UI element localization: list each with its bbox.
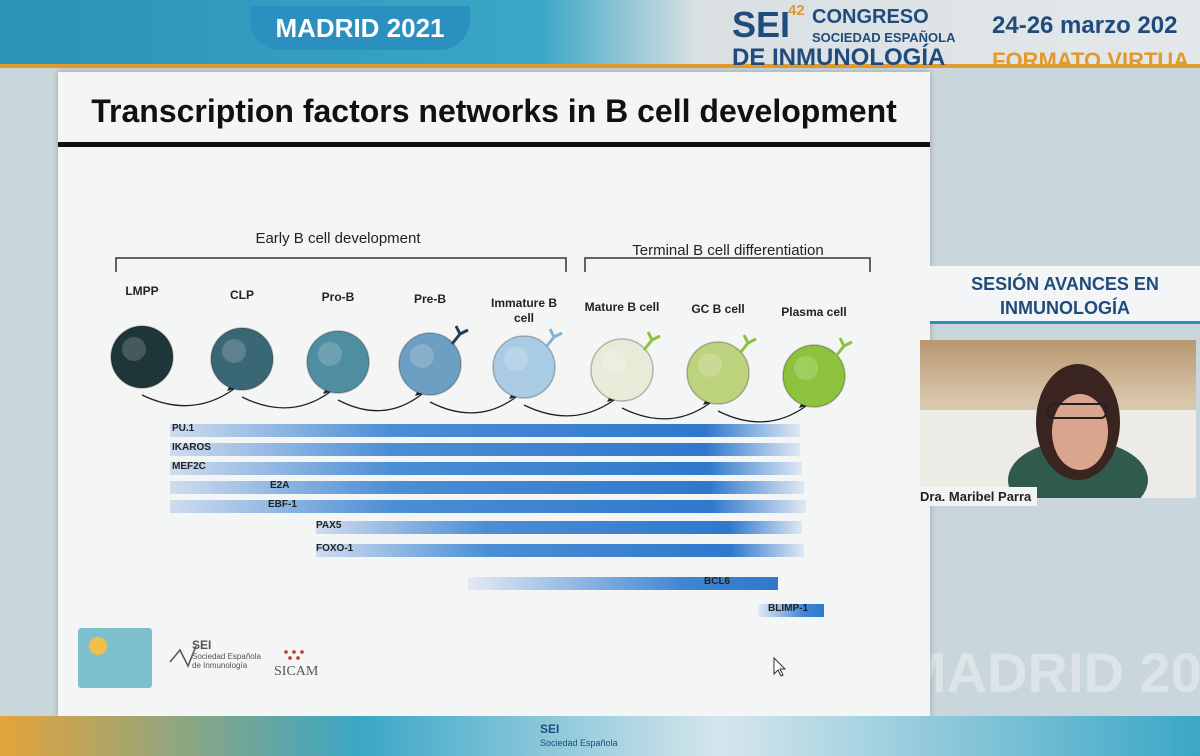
cell <box>492 335 556 399</box>
cell <box>590 338 654 402</box>
format: FORMATO VIRTUA <box>992 48 1190 73</box>
cursor <box>773 656 787 677</box>
cell <box>210 327 274 391</box>
logo-sicam: SICAM <box>274 664 319 679</box>
logo-sei: SEI <box>192 638 212 652</box>
logo-mark <box>169 645 197 668</box>
logo-badge <box>78 628 152 688</box>
cell-highlight <box>504 347 528 371</box>
cell <box>782 344 846 408</box>
society-line: DE INMUNOLOGÍA <box>732 44 946 71</box>
arrow-head <box>799 402 806 408</box>
factor-label: BCL6 <box>704 576 731 587</box>
arrow-head <box>607 396 614 402</box>
stage-label: Pro-B <box>321 290 355 304</box>
dates: 24-26 marzo 202 <box>992 12 1178 39</box>
receptor <box>544 328 563 348</box>
factor-bar <box>316 521 802 534</box>
footer-sei: SEI <box>540 722 560 736</box>
arrow-head <box>703 399 710 405</box>
slide: Transcription factors networks in B cell… <box>58 72 930 716</box>
stage-label: CLP <box>230 288 254 302</box>
transition-arrow <box>337 393 423 412</box>
event-badge: MADRID 2021 <box>250 6 470 50</box>
factor-bar <box>170 424 800 437</box>
diagram <box>78 257 871 688</box>
factor-bar <box>170 500 806 513</box>
logo-sei-name: Sociedad Española de Inmunología <box>192 652 261 670</box>
stage-label: LMPP <box>125 284 159 298</box>
stage-label: Pre-B <box>413 292 446 306</box>
logo-stars <box>284 650 304 660</box>
transition-arrow <box>523 399 615 417</box>
factor-bar <box>758 604 824 617</box>
arrow-head <box>509 393 516 399</box>
factor-label: MEF2C <box>172 461 206 472</box>
logos <box>78 628 304 688</box>
society-line: SOCIEDAD ESPAÑOLA <box>812 30 956 45</box>
society-abbr: SEI <box>732 4 791 45</box>
congress: CONGRESO <box>812 6 929 28</box>
factor-label: PAX5 <box>316 520 342 531</box>
cell <box>398 332 462 396</box>
cell-highlight <box>410 344 434 368</box>
receptor <box>738 334 757 354</box>
transition-arrow <box>141 388 235 407</box>
footer-society: Sociedad Española <box>540 738 618 748</box>
factor-label: BLIMP-1 <box>768 603 808 614</box>
cell-highlight <box>794 356 818 380</box>
cell-highlight <box>318 342 342 366</box>
speaker-video <box>920 340 1196 498</box>
factor-label: EBF-1 <box>268 499 297 510</box>
edition: 42 <box>788 2 805 19</box>
footer: SEI Sociedad Española <box>0 716 1200 756</box>
arrow-head <box>415 390 422 396</box>
speaker-image <box>920 364 1196 498</box>
cell-highlight <box>122 337 146 361</box>
group-bracket <box>584 257 871 272</box>
receptor <box>642 331 661 351</box>
transition-arrow <box>429 396 517 414</box>
stage-label: Immature B cell <box>490 296 558 325</box>
face <box>1052 394 1108 470</box>
cell <box>686 341 750 405</box>
stage-label: Mature B cell <box>584 300 660 314</box>
transition-arrow <box>717 405 807 423</box>
group-bracket <box>115 257 567 272</box>
slide-title: Transcription factors networks in B cell… <box>58 80 930 147</box>
cell-highlight <box>698 353 722 377</box>
factor-label: E2A <box>270 480 290 491</box>
cell-highlight <box>602 350 626 374</box>
cell-highlight <box>222 339 246 363</box>
logo-sun <box>89 637 107 655</box>
factor-bar <box>468 577 778 590</box>
watermark: MADRID 202 <box>900 641 1200 704</box>
arrow-head <box>323 388 330 394</box>
cell <box>306 330 370 394</box>
cell <box>110 325 174 389</box>
receptor <box>450 325 469 345</box>
receptor <box>834 337 853 357</box>
stage-label: GC B cell <box>691 302 745 316</box>
group-label: Terminal B cell differentiation <box>632 242 824 259</box>
stage-label: Plasma cell <box>781 305 847 319</box>
factor-label: FOXO-1 <box>316 543 354 554</box>
glasses <box>1047 403 1107 419</box>
factor-label: IKAROS <box>172 442 211 453</box>
factor-bar <box>170 443 800 456</box>
session-title: SESIÓN AVANCES EN INMUNOLOGÍA <box>930 266 1200 324</box>
factor-label: PU.1 <box>172 423 195 434</box>
factor-bar <box>316 544 804 557</box>
arrow-head <box>227 385 234 391</box>
group-label: Early B cell development <box>255 230 421 247</box>
speaker-name: Dra. Maribel Parra <box>914 487 1038 506</box>
factor-bar <box>170 462 802 475</box>
transition-arrow <box>241 391 331 409</box>
factor-bar <box>170 481 804 494</box>
header: MADRID 2021 SEI 42 CONGRESO SOCIEDAD ESP… <box>0 0 1200 73</box>
transition-arrow <box>621 402 711 420</box>
